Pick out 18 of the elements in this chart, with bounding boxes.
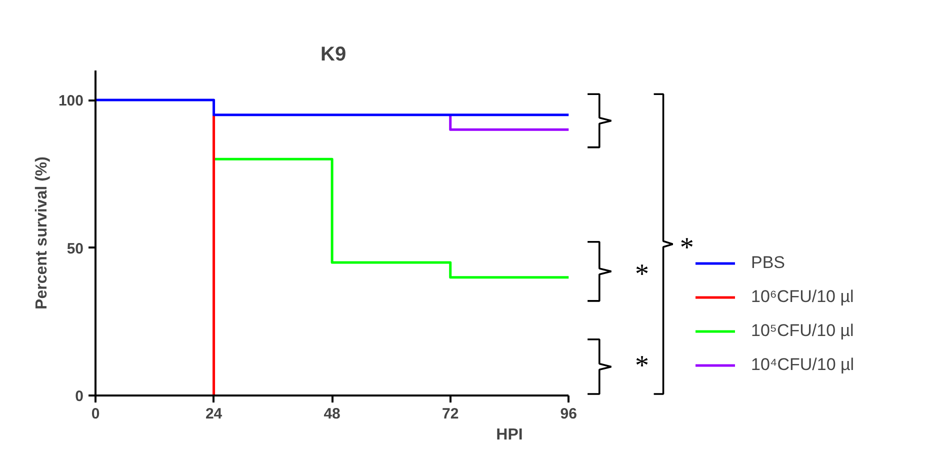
- legend-label: 10⁵CFU/10 µl: [751, 321, 854, 341]
- text: *: [680, 232, 694, 264]
- y-axis-title: Percent survival (%): [33, 156, 50, 310]
- y-tick-label: 0: [75, 388, 84, 405]
- text: *: [634, 350, 649, 382]
- legend-label: 10⁶CFU/10 µl: [751, 287, 854, 307]
- x-tick-label: 24: [205, 406, 223, 422]
- text: *: [634, 258, 649, 290]
- legend-label: 10⁴CFU/10 µl: [751, 355, 854, 375]
- y-tick-label: 50: [66, 240, 84, 258]
- y-tick-label: 100: [58, 92, 84, 110]
- chart-title: K9: [320, 44, 346, 66]
- x-tick-label: 48: [324, 406, 340, 422]
- x-tick-label: 96: [560, 406, 577, 422]
- x-axis-title: HPI: [496, 426, 523, 444]
- legend-label: PBS: [751, 253, 786, 273]
- x-tick-label: 72: [442, 406, 459, 422]
- x-tick-label: 0: [91, 406, 100, 422]
